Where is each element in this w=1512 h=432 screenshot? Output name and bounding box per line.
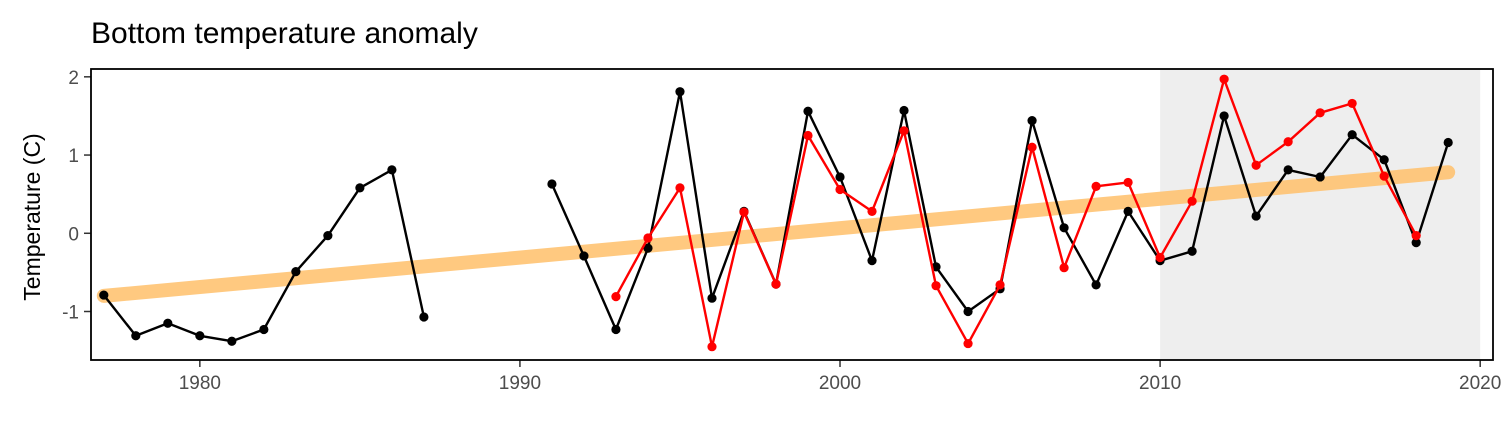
data-point [547,179,557,189]
data-point [1315,172,1325,182]
data-point [195,331,205,341]
data-point [163,318,173,328]
data-point [995,280,1005,290]
data-point [611,324,621,335]
x-tick-label: 1980 [179,373,221,394]
data-point [387,165,397,175]
data-point [323,231,333,241]
data-point [1347,98,1357,109]
data-point [1379,171,1389,181]
data-point [675,183,685,193]
x-tick-label: 1990 [499,373,541,394]
data-point [227,336,237,346]
data-point [771,279,781,289]
trend-line [96,165,1456,303]
data-point [867,256,877,266]
data-point [1251,160,1261,170]
data-point [1091,181,1101,191]
data-point [1219,111,1229,121]
data-point [291,267,301,277]
data-point [611,292,621,302]
data-point [1123,206,1133,216]
data-point [419,312,429,322]
data-point [259,324,269,335]
series-line [614,77,1418,348]
data-point [99,290,109,300]
data-point [131,331,141,341]
data-point [707,342,717,352]
data-point [1379,155,1389,165]
x-tick-label: 2020 [1459,373,1501,394]
data-point [899,105,909,116]
data-point [739,207,749,217]
data-point [707,293,717,303]
data-point [835,172,845,182]
data-point [1187,196,1197,206]
data-point [643,233,653,243]
series-line [102,168,426,343]
data-point [803,106,813,116]
data-point [1315,108,1325,118]
data-point [1251,211,1261,221]
data-point [1283,137,1293,147]
data-point [1027,116,1037,126]
plot-frame [90,68,1494,361]
data-point [1059,223,1069,233]
y-axis-label: Temperature (C) [19,133,45,300]
data-point [579,251,589,261]
y-tick-label: 0 [68,224,79,245]
x-tick-label: 2010 [1139,373,1181,394]
data-point [899,126,909,136]
data-point [963,306,973,317]
chart-title: Bottom temperature anomaly [91,17,478,50]
data-point [1411,231,1421,241]
data-point [931,281,941,291]
data-point [675,87,685,97]
data-point [1219,74,1229,84]
data-point [1443,137,1453,148]
y-tick-label: 1 [68,146,79,167]
data-point [1091,280,1101,290]
data-point [1347,130,1357,140]
data-point [1187,246,1197,256]
y-tick-label: 2 [68,68,79,89]
data-point [1411,238,1421,248]
data-point [1027,142,1037,152]
data-point [1283,165,1293,175]
series-2 [611,74,1421,352]
data-point [355,183,365,193]
y-tick-label: -1 [62,303,79,324]
data-point [1123,177,1133,188]
data-point [835,184,845,195]
data-point [867,206,877,216]
data-point [963,338,973,349]
series-1 [99,87,1453,346]
data-point [643,243,653,253]
data-point [1059,263,1069,273]
data-point [803,130,813,141]
data-point [1155,252,1165,263]
x-tick-label: 2000 [819,373,861,394]
